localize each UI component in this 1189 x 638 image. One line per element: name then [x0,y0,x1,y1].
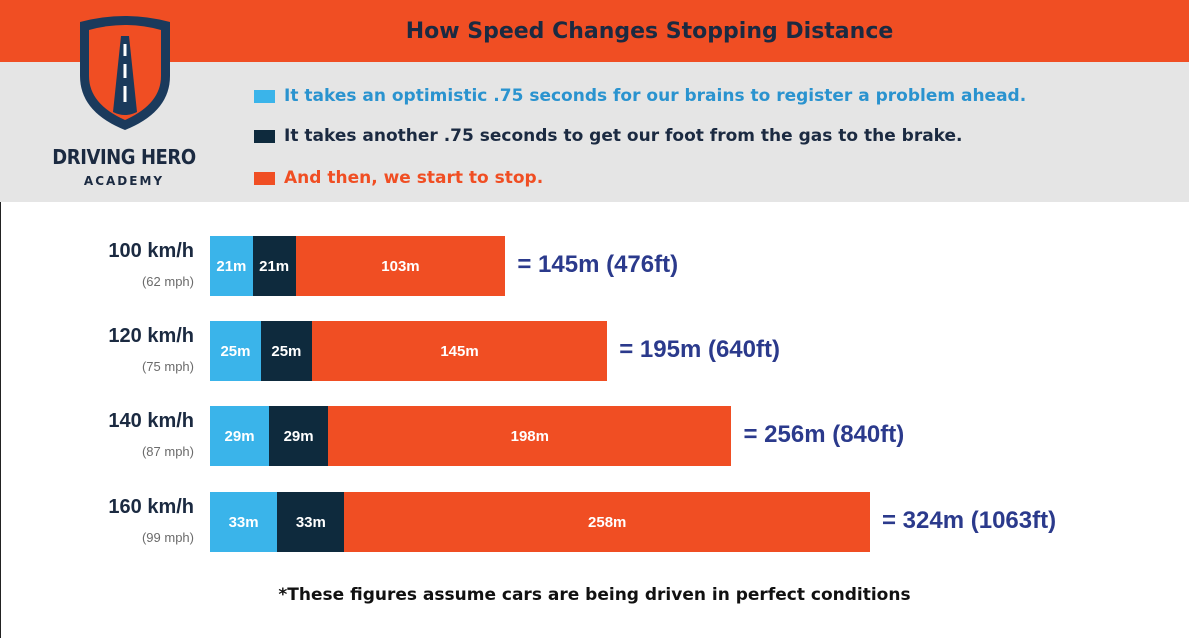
legend-item: And then, we start to stop. [254,166,543,190]
bar-segment-label: 258m [588,513,627,531]
speed-mph-label: (87 mph) [141,444,194,459]
bar-segment: 25m [210,321,261,381]
bar-total-label: = 195m (640ft) [619,336,780,363]
legend-swatch [254,89,275,103]
bar-segment-label: 21m [216,257,247,275]
shield-logo-icon [80,16,170,130]
legend-text: It takes an optimistic .75 seconds for o… [284,86,1027,106]
bar-segment-label: 145m [440,342,479,360]
bar-segment-label: 29m [224,427,255,445]
speed-mph-label: (99 mph) [141,530,194,545]
bar-segment-label: 25m [271,342,302,360]
legend-swatch [254,171,275,185]
speed-label: 100 km/h [108,240,194,262]
legend-item: It takes another .75 seconds to get our … [254,124,963,148]
chart-title: How Speed Changes Stopping Distance [405,18,894,44]
bar-segment: 198m [328,406,732,466]
bar-segment: 33m [277,492,345,552]
bar-segment-label: 25m [220,342,251,360]
bar-segment-label: 33m [295,513,326,531]
bar-total-label: = 256m (840ft) [743,421,905,448]
bar-segment: 33m [210,492,278,552]
speed-mph-label: (75 mph) [141,359,194,374]
speed-label: 120 km/h [108,325,194,347]
bar-segment: 29m [210,406,270,466]
bar-segment: 25m [260,321,312,381]
legend-text: And then, we start to stop. [284,168,544,188]
bar-segment-label: 21m [259,257,290,275]
speed-mph-label: (62 mph) [141,274,194,289]
legend-band [0,62,1189,202]
bar-segment: 21m [252,236,296,296]
brand-name: DRIVING HERO [52,145,196,169]
bar-segment-label: 33m [228,513,259,531]
bar-segment-label: 198m [510,427,549,445]
brand-subtitle: ACADEMY [83,174,165,188]
title-band [0,0,1189,62]
bar-total-label: = 324m (1063ft) [882,507,1057,534]
footnote: *These figures assume cars are being dri… [278,585,911,605]
bar-segment: 145m [311,321,608,381]
legend-text: It takes another .75 seconds to get our … [284,126,963,146]
bar-segment: 29m [269,406,329,466]
bar-segment: 21m [210,236,253,296]
bar-segment-label: 29m [283,427,314,445]
frame-border [0,0,1,638]
bar-segment: 258m [344,492,870,552]
legend-item: It takes an optimistic .75 seconds for o… [254,84,1026,108]
speed-label: 160 km/h [108,496,194,518]
bar-segment-label: 103m [381,257,420,275]
legend-swatch [254,129,275,143]
bar-segment: 103m [295,236,506,296]
bar-total-label: = 145m (476ft) [517,251,679,278]
speed-label: 140 km/h [108,410,194,432]
